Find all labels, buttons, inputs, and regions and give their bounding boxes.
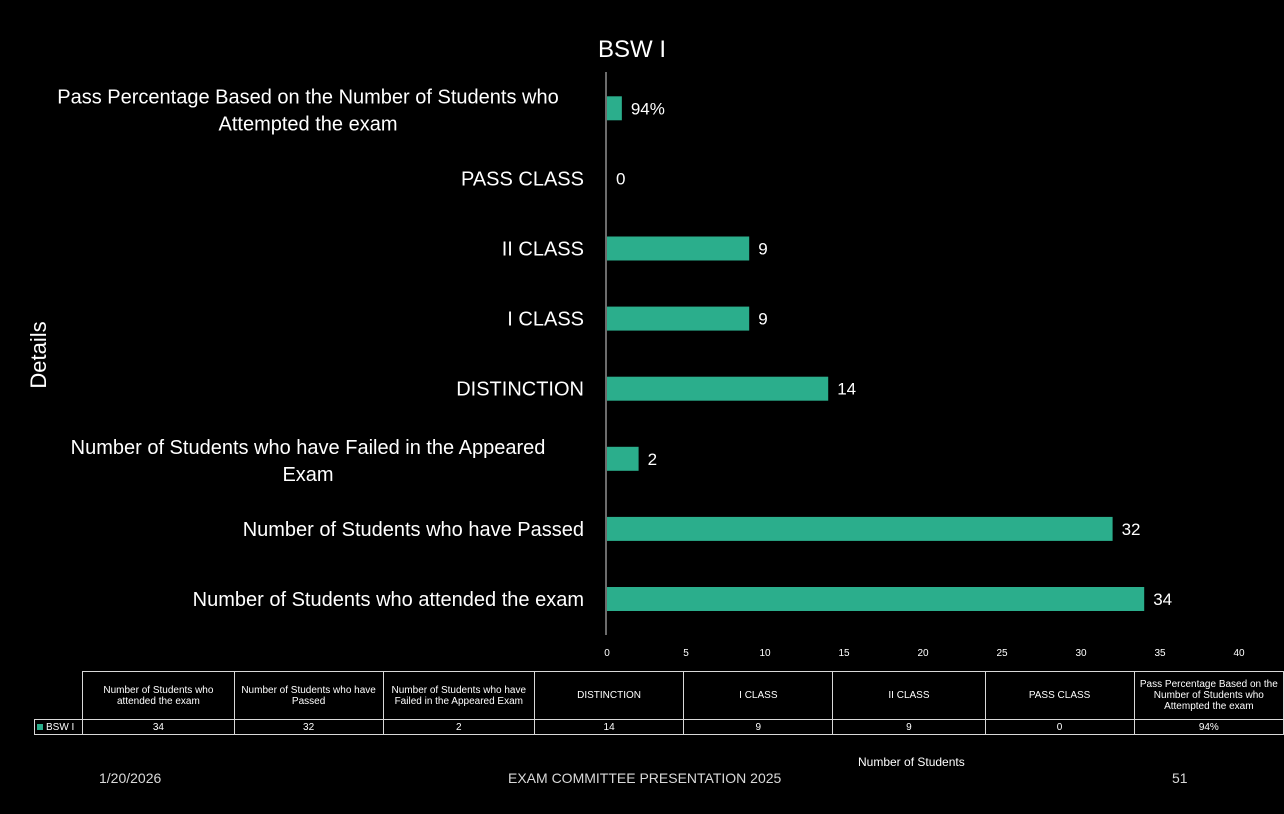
data-table: Number of Students who attended the exam… [33,671,1284,735]
x-tick-label-5: 25 [996,648,1008,659]
data-table-cell-1: 32 [233,719,384,735]
bar-1 [607,516,1113,541]
data-table-header-row: Number of Students who attended the exam… [35,671,1284,720]
data-table-cell-4: 9 [683,719,834,735]
footer-page-number: 51 [1172,770,1188,786]
bar-0 [607,587,1145,611]
chart-title: BSW I [598,36,666,63]
data-table-cell-7: 94% [1133,719,1284,735]
data-table-corner [35,672,83,720]
category-label-1: Number of Students who have Passed [243,519,584,541]
bar-7 [607,96,622,121]
footer-date: 1/20/2026 [99,770,162,786]
x-tick-label-1: 5 [683,648,689,659]
x-tick-label-3: 15 [838,648,850,659]
data-table-header-4: I CLASS [683,671,834,720]
value-label-1: 32 [1122,520,1141,539]
value-label-6: 0 [616,169,625,188]
data-table-cell-3: 14 [533,719,685,735]
bar-3 [607,376,829,401]
data-table-cell-0: 34 [82,719,235,735]
bar-4 [607,306,750,331]
value-label-4: 9 [758,310,767,329]
data-table-cell-5: 9 [832,719,986,735]
x-tick-label-0: 0 [604,648,610,659]
value-label-0: 34 [1153,590,1172,609]
bar-5 [607,236,750,261]
data-table-cell-2: 2 [382,719,535,735]
x-axis-title: Number of Students [858,755,965,769]
x-tick-label-8: 40 [1233,648,1245,659]
data-table-header-0: Number of Students who attended the exam [82,671,235,720]
data-table-series-key: BSW I [33,719,84,735]
data-table-header-5: II CLASS [832,671,986,720]
value-label-3: 14 [837,380,856,399]
category-label-group: Number of Students who attended the exam… [57,86,584,611]
x-tick-label-7: 35 [1154,648,1166,659]
data-table-series-name: BSW I [46,721,75,733]
legend-swatch [37,723,43,730]
data-table-header-1: Number of Students who have Passed [233,671,384,720]
value-label-7: 94% [631,99,665,118]
y-axis-title: Details [26,321,51,388]
bar-2 [607,446,639,471]
category-label-6: PASS CLASS [461,168,584,190]
value-label-2: 2 [648,450,657,469]
x-tick-label-2: 10 [759,648,771,659]
value-label-5: 9 [758,240,767,259]
data-table-header-7: Pass Percentage Based on the Number of S… [1133,671,1284,720]
x-tick-label-6: 30 [1075,648,1087,659]
x-tick-group: 0 5 10 15 20 25 30 35 40 [604,648,1245,659]
category-label-2: Number of Students who have Failed in th… [71,437,546,486]
data-table-header-3: DISTINCTION [533,671,685,720]
category-label-5: II CLASS [502,239,584,261]
category-label-0: Number of Students who attended the exam [193,589,584,611]
category-label-7: Pass Percentage Based on the Number of S… [57,86,558,135]
data-table-header-6: PASS CLASS [984,671,1135,720]
data-table-series-row: BSW I 34 32 2 14 9 9 0 94% [33,719,1284,735]
data-table-header-2: Number of Students who have Failed in th… [382,671,535,720]
value-label-group: 34 32 2 14 9 9 0 94% [616,99,1172,609]
data-table-cell-6: 0 [984,719,1135,735]
x-tick-label-4: 20 [917,648,929,659]
bar-group [607,96,1145,611]
footer-presentation-title: EXAM COMMITTEE PRESENTATION 2025 [508,770,782,786]
category-label-4: I CLASS [507,309,584,331]
category-label-3: DISTINCTION [456,379,584,401]
